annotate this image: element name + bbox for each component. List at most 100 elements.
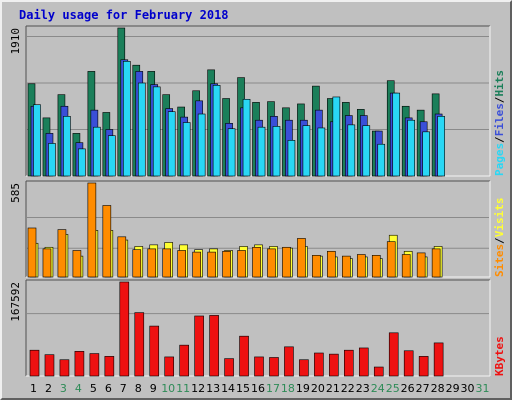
bar-sites-day-24: [371, 255, 381, 278]
bar-kbytes-day-14: [224, 358, 234, 377]
day-label-14: 14: [221, 382, 235, 395]
bar-kbytes-day-15: [239, 335, 249, 377]
bar-pages-day-10: [167, 111, 176, 177]
day-label-13: 13: [206, 382, 220, 395]
day-label-4: 4: [75, 382, 82, 395]
bar-kbytes-day-3: [59, 359, 70, 377]
bar-kbytes-day-22: [344, 349, 354, 377]
bar-kbytes-day-27: [418, 356, 429, 377]
legend-separator: /: [493, 237, 506, 244]
day-label-16: 16: [251, 382, 265, 395]
bar-pages-day-3: [63, 116, 71, 177]
bar-pages-day-24: [377, 143, 386, 177]
day-label-6: 6: [105, 382, 112, 395]
day-label-11: 11: [176, 382, 190, 395]
legend-hits: Hits: [493, 70, 506, 97]
day-label-3: 3: [60, 382, 67, 395]
day-label-29: 29: [446, 382, 460, 395]
panel-1-scale-max-label: 1910: [9, 28, 22, 55]
bar-kbytes-day-20: [314, 352, 324, 377]
bar-pages-day-15: [242, 98, 251, 177]
bar-kbytes-day-5: [89, 353, 100, 377]
bar-sites-day-3: [57, 229, 67, 278]
day-label-17: 17: [266, 382, 280, 395]
bar-pages-day-23: [362, 125, 371, 177]
bar-kbytes-day-10: [164, 356, 175, 377]
bar-pages-day-1: [33, 104, 41, 177]
panel-1-legend: Pages/Files/Hits: [493, 70, 506, 176]
legend-separator: /: [493, 136, 506, 143]
panel-3-scale-max-label: 167592: [9, 282, 22, 322]
bar-sites-day-13: [207, 251, 216, 278]
day-label-18: 18: [281, 382, 295, 395]
legend-separator: /: [493, 97, 506, 104]
bar-kbytes-day-1: [29, 349, 40, 377]
day-label-23: 23: [356, 382, 370, 395]
bar-pages-day-21: [332, 96, 341, 177]
bar-sites-day-9: [147, 248, 157, 278]
panel-3-legend: KBytes: [493, 336, 506, 376]
bar-pages-day-11: [182, 122, 191, 177]
bar-kbytes-day-25: [388, 332, 399, 377]
day-label-7: 7: [120, 382, 127, 395]
bar-pages-day-20: [317, 127, 326, 177]
bar-sites-day-28: [431, 248, 441, 278]
bar-sites-day-20: [312, 255, 321, 278]
bar-sites-day-14: [222, 250, 231, 278]
panel-2-legend: Sites/Visits: [493, 198, 506, 278]
bar-pages-day-22: [347, 124, 356, 177]
bar-sites-day-4: [72, 250, 82, 278]
bar-sites-day-26: [401, 254, 411, 278]
bar-pages-day-4: [78, 148, 86, 177]
day-label-5: 5: [90, 382, 97, 395]
bar-kbytes-day-4: [74, 351, 85, 377]
bar-pages-day-28: [437, 116, 445, 177]
bar-sites-day-17: [267, 248, 276, 278]
day-label-22: 22: [341, 382, 355, 395]
bar-pages-day-16: [257, 126, 266, 177]
bar-sites-day-27: [416, 252, 426, 278]
day-label-8: 8: [135, 382, 142, 395]
legend-visits: Visits: [493, 198, 506, 238]
bar-kbytes-day-19: [299, 359, 309, 377]
bar-kbytes-day-11: [179, 344, 189, 377]
bar-sites-day-6: [102, 205, 112, 278]
legend-files: Files: [493, 103, 506, 136]
bar-pages-day-26: [407, 119, 415, 177]
bar-sites-day-21: [327, 250, 336, 278]
bar-sites-day-2: [42, 248, 52, 278]
day-label-9: 9: [150, 382, 157, 395]
day-label-21: 21: [326, 382, 340, 395]
bar-sites-day-19: [297, 238, 306, 278]
bar-sites-day-23: [356, 254, 366, 278]
bar-kbytes-day-18: [284, 346, 294, 377]
bar-pages-day-7: [123, 61, 131, 177]
bar-kbytes-day-6: [104, 356, 115, 377]
bar-kbytes-day-17: [269, 357, 279, 377]
bar-sites-day-7: [117, 236, 127, 278]
day-label-2: 2: [45, 382, 52, 395]
day-label-30: 30: [461, 382, 475, 395]
bar-pages-day-18: [287, 140, 296, 177]
day-label-20: 20: [311, 382, 325, 395]
bar-sites-day-5: [87, 182, 97, 278]
bar-kbytes-day-21: [329, 353, 339, 377]
bar-kbytes-day-2: [44, 354, 55, 377]
day-label-15: 15: [236, 382, 250, 395]
bar-kbytes-day-16: [254, 356, 264, 377]
bar-sites-day-15: [237, 250, 246, 278]
legend-kbytes: KBytes: [493, 336, 506, 376]
bar-pages-day-25: [392, 92, 401, 177]
day-label-25: 25: [386, 382, 400, 395]
bar-pages-day-19: [302, 125, 311, 177]
bar-sites-day-16: [252, 246, 261, 278]
day-label-27: 27: [416, 382, 430, 395]
bar-pages-day-9: [152, 86, 161, 177]
day-label-24: 24: [371, 382, 385, 395]
bar-sites-day-11: [177, 250, 186, 278]
bar-pages-day-5: [93, 126, 101, 177]
day-label-31: 31: [476, 382, 490, 395]
day-label-28: 28: [431, 382, 445, 395]
bar-pages-day-8: [137, 82, 146, 177]
